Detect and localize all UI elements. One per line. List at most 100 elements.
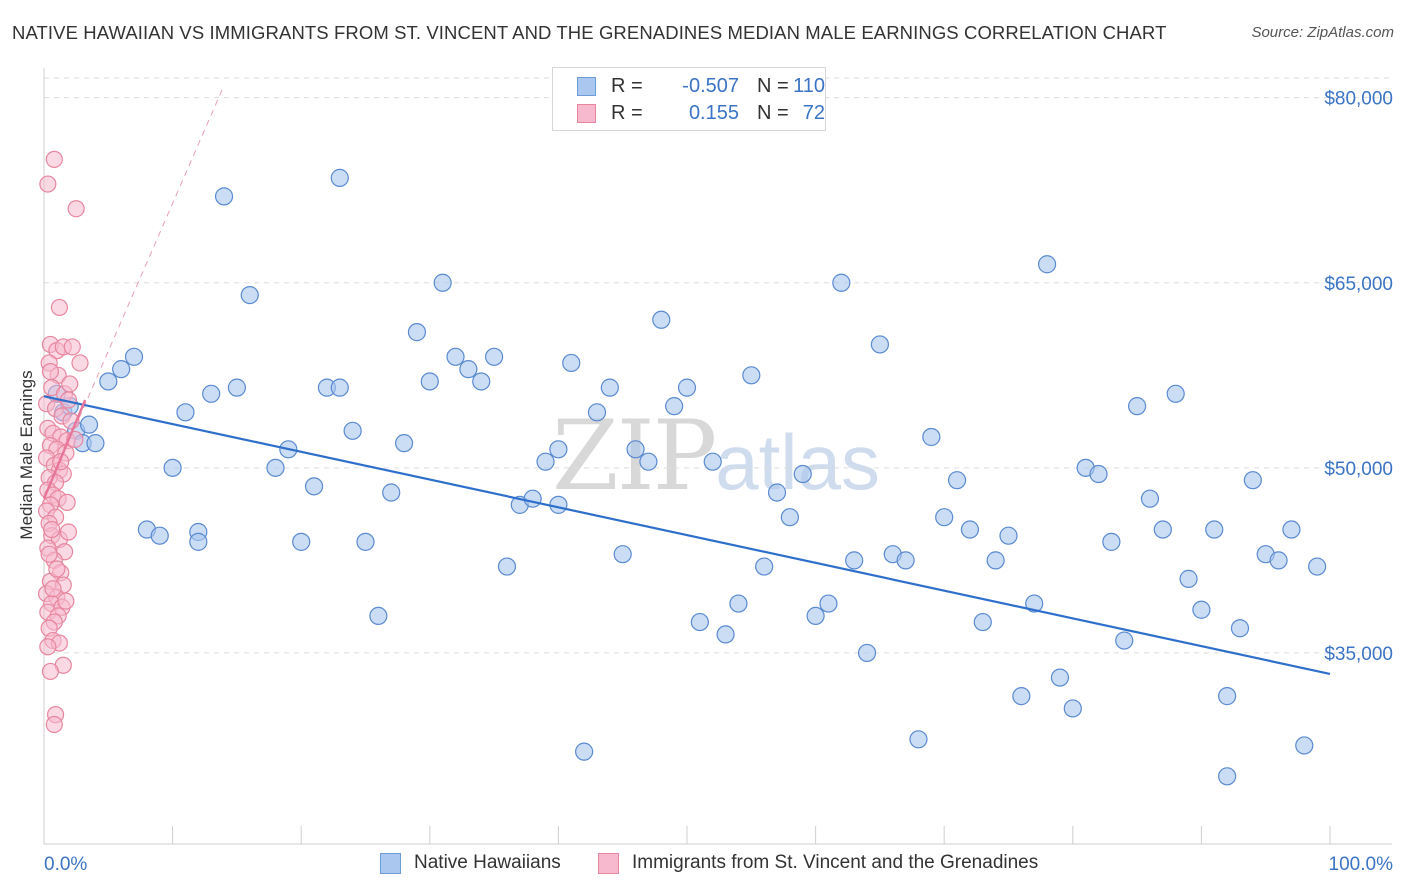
point-native-hawaiian <box>832 273 851 292</box>
point-st-vincent <box>45 150 63 168</box>
point-native-hawaiian <box>755 557 774 576</box>
point-native-hawaiian <box>703 452 722 471</box>
point-native-hawaiian <box>459 360 478 379</box>
point-native-hawaiian <box>176 403 195 422</box>
y-tick-label: $50,000 <box>1324 459 1393 480</box>
point-native-hawaiian <box>626 440 645 459</box>
legend: R = -0.507 N = 110 R = 0.155 N = 72 <box>552 67 826 131</box>
source-credit: Source: ZipAtlas.com <box>1251 24 1394 41</box>
point-native-hawaiian <box>780 508 799 527</box>
point-native-hawaiian <box>1308 557 1327 576</box>
point-st-vincent <box>57 592 75 610</box>
point-native-hawaiian <box>1153 520 1172 539</box>
point-st-vincent <box>44 580 62 598</box>
point-st-vincent <box>71 354 89 372</box>
legend-swatch-pink <box>577 104 596 123</box>
y-tick-label: $80,000 <box>1324 89 1393 110</box>
trend-extension-pink <box>43 85 225 499</box>
point-native-hawaiian <box>973 612 992 632</box>
x-tick-label: 100.0% <box>1329 854 1394 875</box>
trend-line-st-vincent <box>42 399 87 500</box>
bottom-legend-swatch-blue <box>380 853 401 874</box>
point-native-hawaiian <box>1295 736 1314 755</box>
point-native-hawaiian <box>1243 471 1262 490</box>
point-native-hawaiian <box>150 526 169 545</box>
point-native-hawaiian <box>960 520 980 539</box>
point-native-hawaiian <box>330 168 349 187</box>
legend-swatch-blue <box>577 77 596 96</box>
legend-r-value: -0.507 <box>682 75 739 97</box>
point-native-hawaiian <box>292 532 311 551</box>
y-tick-label: $65,000 <box>1324 274 1393 295</box>
point-st-vincent <box>45 715 63 734</box>
legend-r-label: R = <box>611 75 643 97</box>
point-st-vincent <box>39 175 57 193</box>
point-native-hawaiian <box>1230 619 1250 638</box>
point-st-vincent <box>39 638 57 656</box>
point-native-hawaiian <box>806 606 825 626</box>
point-native-hawaiian <box>86 434 105 453</box>
point-native-hawaiian <box>433 273 452 292</box>
point-native-hawaiian <box>330 378 349 397</box>
legend-n-label: N = <box>757 102 789 124</box>
point-st-vincent <box>59 523 78 541</box>
point-st-vincent <box>41 662 60 681</box>
legend-r-label: R = <box>611 102 643 124</box>
point-native-hawaiian <box>575 742 594 761</box>
point-native-hawaiian <box>1218 767 1237 786</box>
point-native-hawaiian <box>446 347 465 366</box>
point-native-hawaiian <box>343 421 362 440</box>
point-native-hawaiian <box>394 434 414 453</box>
point-native-hawaiian <box>549 440 568 459</box>
series-st-vincent <box>37 150 89 734</box>
point-native-hawaiian <box>729 594 748 613</box>
point-native-hawaiian <box>793 464 812 484</box>
grid <box>44 77 1392 654</box>
point-native-hawaiian <box>1166 384 1185 403</box>
point-native-hawaiian <box>266 458 285 477</box>
point-native-hawaiian <box>999 526 1018 545</box>
x-tick-label: 0.0% <box>44 854 87 875</box>
point-native-hawaiian <box>690 612 709 632</box>
point-native-hawaiian <box>600 378 619 397</box>
point-native-hawaiian <box>922 427 941 447</box>
point-native-hawaiian <box>1179 569 1198 588</box>
bottom-legend-label: Native Hawaiians <box>414 852 561 873</box>
point-native-hawaiian <box>536 452 555 471</box>
trend-lines <box>42 395 1331 675</box>
point-native-hawaiian <box>382 483 401 502</box>
point-native-hawaiian <box>742 366 761 385</box>
point-native-hawaiian <box>652 310 671 329</box>
point-native-hawaiian <box>112 360 131 379</box>
point-native-hawaiian <box>1269 551 1288 570</box>
point-native-hawaiian <box>240 285 259 305</box>
point-native-hawaiian <box>1140 489 1160 508</box>
point-native-hawaiian <box>1012 687 1031 706</box>
point-st-vincent <box>48 560 66 578</box>
point-native-hawaiian <box>935 508 954 527</box>
legend-n-label: N = <box>757 75 789 97</box>
chart-title: NATIVE HAWAIIAN VS IMMIGRANTS FROM ST. V… <box>12 22 1167 43</box>
y-axis-label: Median Male Earnings <box>17 370 36 539</box>
point-native-hawaiian <box>1127 397 1147 416</box>
point-native-hawaiian <box>420 372 439 391</box>
point-native-hawaiian <box>845 551 864 570</box>
point-native-hawaiian <box>1089 464 1108 484</box>
point-native-hawaiian <box>472 372 491 391</box>
trend-line-native-hawaiians <box>43 395 1331 675</box>
point-native-hawaiian <box>304 477 324 496</box>
point-native-hawaiian <box>947 471 967 490</box>
point-native-hawaiian <box>1037 255 1057 274</box>
point-native-hawaiian <box>79 415 99 434</box>
point-native-hawaiian <box>1063 699 1082 718</box>
legend-n-value: 72 <box>802 102 825 124</box>
point-native-hawaiian <box>896 551 915 570</box>
tick-labels: $35,000 $50,000 $65,000 $80,000 0.0% 100.0% <box>44 89 1393 875</box>
point-native-hawaiian <box>124 347 144 366</box>
point-native-hawaiian <box>677 378 697 397</box>
point-native-hawaiian <box>1192 600 1211 619</box>
point-native-hawaiian <box>716 625 735 644</box>
point-native-hawaiian <box>497 557 517 576</box>
point-native-hawaiian <box>485 347 504 366</box>
legend-r-value: 0.155 <box>688 102 739 124</box>
